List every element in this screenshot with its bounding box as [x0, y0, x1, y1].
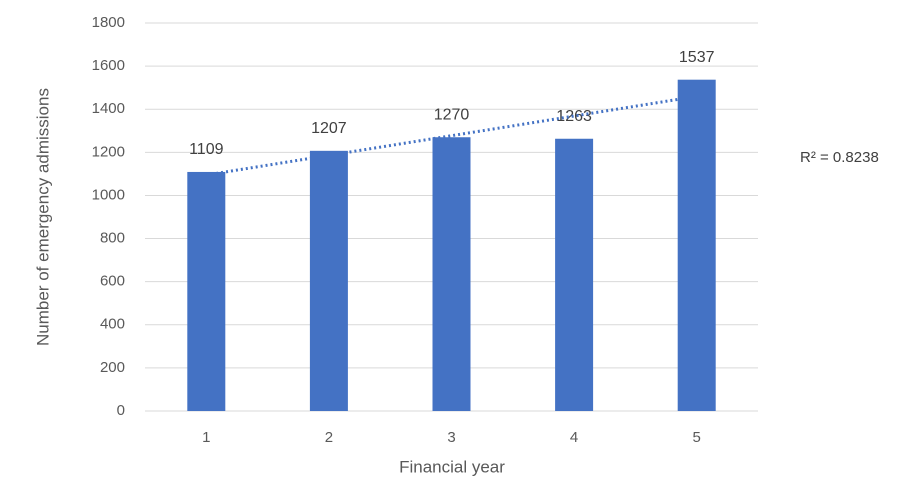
- trendline-annotation: R² = 0.8238: [800, 149, 879, 166]
- y-tick-label: 1400: [92, 100, 125, 117]
- value-label: 1263: [556, 108, 592, 125]
- value-label: 1270: [434, 106, 470, 123]
- y-axis-title: Number of emergency admissions: [33, 88, 52, 346]
- value-label: 1207: [311, 120, 347, 137]
- y-tick-label: 200: [100, 359, 125, 376]
- bar: [187, 171, 226, 411]
- x-tick-label: 5: [693, 429, 701, 446]
- y-tick-label: 600: [100, 273, 125, 290]
- bar: [309, 150, 348, 411]
- value-label: 1537: [679, 49, 715, 66]
- x-tick-label: 3: [447, 429, 455, 446]
- x-tick-label: 1: [202, 429, 210, 446]
- y-tick-label: 400: [100, 316, 125, 333]
- value-label: 1109: [189, 141, 224, 158]
- y-tick-label: 0: [117, 402, 125, 419]
- x-tick-label: 2: [325, 429, 333, 446]
- y-tick-label: 1800: [92, 14, 125, 31]
- bar: [432, 137, 471, 411]
- y-tick-label: 1200: [92, 143, 125, 160]
- x-axis-title: Financial year: [399, 457, 505, 476]
- x-tick-label: 4: [570, 429, 578, 446]
- y-tick-label: 1000: [92, 186, 125, 203]
- y-tick-label: 1600: [92, 57, 125, 74]
- bar: [555, 138, 594, 411]
- bar: [677, 79, 716, 412]
- y-tick-label: 800: [100, 230, 125, 247]
